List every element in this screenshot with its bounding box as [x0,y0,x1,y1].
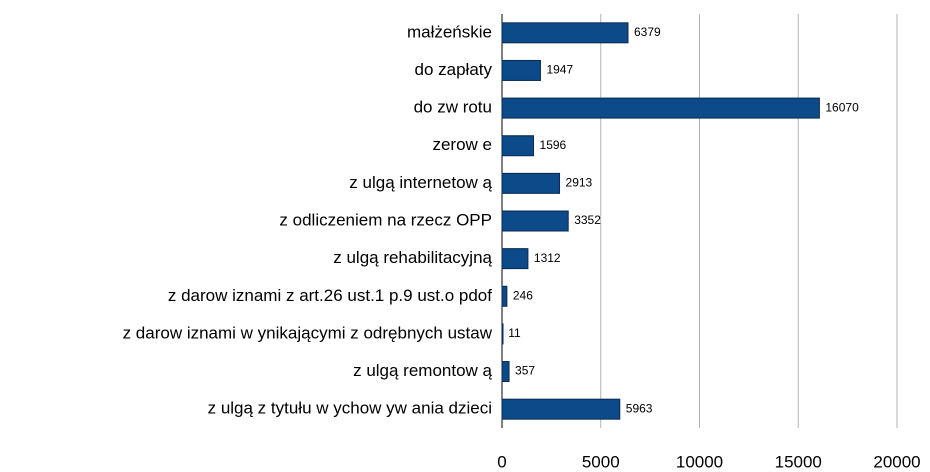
category-label: z ulgą z tytułu w ychow yw ania dzieci [208,399,492,418]
bar [501,285,508,307]
value-label: 3352 [574,213,601,227]
x-tick-label: 0 [497,452,506,471]
category-label: małżeńskie [407,22,492,41]
bar [501,398,621,420]
bar [501,248,529,270]
value-label: 6379 [634,25,661,39]
value-label: 16070 [825,100,859,114]
category-label: z ulgą rehabilitacyjną [333,248,492,267]
x-tick-label: 15000 [775,452,822,471]
bar [501,361,510,383]
x-tick-label: 10000 [676,452,723,471]
category-label: z darow iznami z art.26 ust.1 p.9 ust.o … [168,286,492,305]
bar [501,59,541,81]
value-label: 5963 [626,401,653,415]
value-label: 11 [508,326,521,340]
category-label: z odliczeniem na rzecz OPP [279,210,492,229]
category-label: z ulgą internetow ą [349,173,492,192]
category-label: do zw rotu [414,98,492,117]
category-label: zerow e [432,135,492,154]
bar [501,22,629,44]
bar [501,135,535,157]
category-label: z ulgą remontow ą [353,361,492,380]
value-label: 1596 [540,138,567,152]
x-tick-label: 20000 [873,452,920,471]
bar [501,172,561,194]
category-label: do zapłaty [415,60,493,79]
bar [501,97,820,119]
value-label: 246 [513,288,533,302]
bar [501,323,504,345]
category-label: z darow iznami w ynikającymi z odrębnych… [123,323,493,342]
value-label: 1947 [546,63,573,77]
bar [501,210,569,232]
value-label: 357 [515,364,535,378]
value-label: 2913 [566,176,593,190]
x-tick-label: 5000 [582,452,620,471]
value-label: 1312 [534,251,561,265]
